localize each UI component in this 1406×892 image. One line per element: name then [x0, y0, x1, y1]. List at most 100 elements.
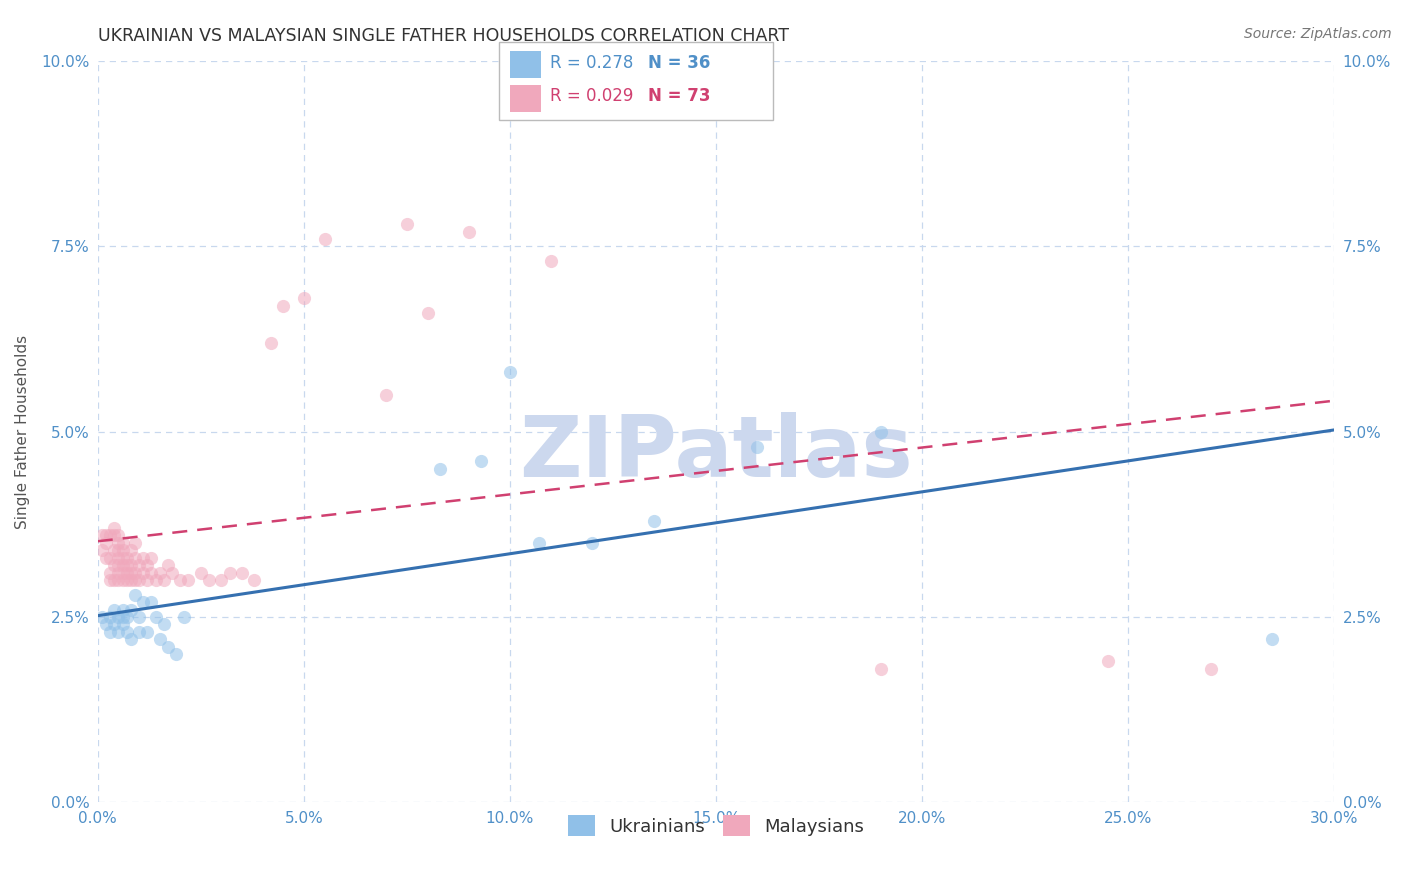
Point — [141, 595, 163, 609]
Point — [177, 573, 200, 587]
Point — [103, 573, 125, 587]
Point — [664, 91, 686, 105]
Point — [156, 640, 179, 654]
Point — [141, 550, 163, 565]
Text: R = 0.278: R = 0.278 — [550, 54, 633, 71]
Point — [128, 573, 150, 587]
Point — [132, 566, 155, 580]
Point — [643, 514, 665, 528]
Point — [145, 610, 167, 624]
Point — [91, 528, 114, 542]
Point — [98, 528, 121, 542]
Point — [120, 566, 142, 580]
Point — [124, 573, 146, 587]
Point — [870, 425, 893, 439]
Point — [416, 306, 439, 320]
Point — [173, 610, 195, 624]
Point — [260, 335, 283, 350]
Point — [115, 566, 138, 580]
Point — [375, 387, 398, 401]
Point — [1199, 662, 1222, 676]
Point — [107, 610, 129, 624]
Point — [115, 573, 138, 587]
Point — [190, 566, 212, 580]
Point — [98, 550, 121, 565]
Text: ZIPatlas: ZIPatlas — [519, 412, 912, 495]
Point — [111, 550, 134, 565]
Point — [115, 558, 138, 573]
Point — [429, 462, 451, 476]
Point — [103, 558, 125, 573]
Point — [136, 558, 159, 573]
Text: Source: ZipAtlas.com: Source: ZipAtlas.com — [1244, 27, 1392, 41]
Point — [152, 617, 174, 632]
Point — [165, 647, 187, 661]
Point — [98, 573, 121, 587]
Point — [211, 573, 233, 587]
Point — [115, 610, 138, 624]
Point — [107, 558, 129, 573]
Point — [271, 299, 294, 313]
Point — [111, 602, 134, 616]
Point — [98, 610, 121, 624]
Point — [136, 573, 159, 587]
Point — [107, 543, 129, 558]
Point — [111, 573, 134, 587]
Text: UKRAINIAN VS MALAYSIAN SINGLE FATHER HOUSEHOLDS CORRELATION CHART: UKRAINIAN VS MALAYSIAN SINGLE FATHER HOU… — [98, 27, 789, 45]
Point — [111, 558, 134, 573]
Point — [149, 632, 172, 647]
Point — [111, 536, 134, 550]
Point — [457, 225, 479, 239]
Point — [120, 558, 142, 573]
Text: N = 73: N = 73 — [648, 87, 710, 104]
Point — [94, 528, 117, 542]
Point — [499, 366, 522, 380]
Point — [527, 536, 550, 550]
Y-axis label: Single Father Households: Single Father Households — [15, 334, 30, 529]
Point — [540, 254, 562, 268]
Point — [124, 550, 146, 565]
Point — [107, 528, 129, 542]
Point — [169, 573, 191, 587]
Point — [107, 573, 129, 587]
Point — [132, 595, 155, 609]
Point — [870, 662, 893, 676]
Point — [103, 528, 125, 542]
Point — [111, 543, 134, 558]
Point — [103, 543, 125, 558]
Point — [103, 602, 125, 616]
Point — [124, 588, 146, 602]
Point — [120, 602, 142, 616]
Point — [198, 573, 221, 587]
Point — [243, 573, 266, 587]
Point — [124, 536, 146, 550]
Point — [581, 536, 603, 550]
Point — [91, 543, 114, 558]
Point — [107, 566, 129, 580]
Point — [107, 550, 129, 565]
Point — [107, 624, 129, 639]
Point — [103, 521, 125, 535]
Point — [128, 624, 150, 639]
Point — [470, 454, 492, 468]
Point — [218, 566, 240, 580]
Point — [1261, 632, 1284, 647]
Point — [747, 440, 769, 454]
Point — [111, 617, 134, 632]
Point — [128, 610, 150, 624]
Point — [160, 566, 183, 580]
Point — [149, 566, 172, 580]
Point — [98, 624, 121, 639]
Point — [152, 573, 174, 587]
Point — [120, 573, 142, 587]
Point — [91, 610, 114, 624]
Point — [141, 566, 163, 580]
Point — [292, 291, 315, 305]
Point — [231, 566, 253, 580]
Point — [111, 610, 134, 624]
Point — [107, 536, 129, 550]
Point — [115, 550, 138, 565]
Text: R = 0.029: R = 0.029 — [550, 87, 633, 104]
Point — [124, 566, 146, 580]
Point — [132, 550, 155, 565]
